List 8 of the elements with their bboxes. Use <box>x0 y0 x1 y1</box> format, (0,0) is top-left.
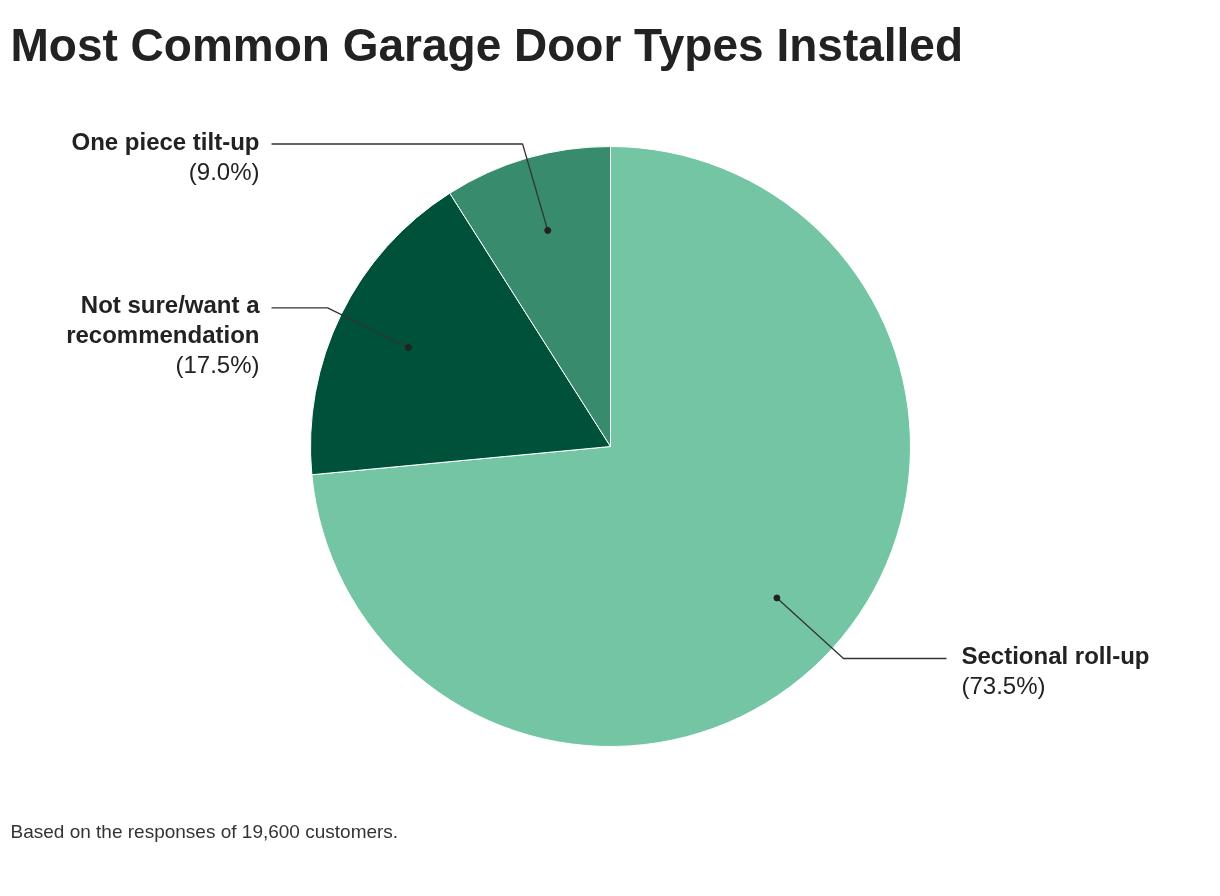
data-label: (17.5%) <box>175 351 260 379</box>
slice-label: Not sure/want a recommendation <box>66 291 261 349</box>
chart-title: Most Common Garage Door Types Installed <box>10 18 964 71</box>
text: Based on the responses of 19,600 customers. <box>10 820 399 842</box>
slice-label: Sectional roll-up <box>961 642 1150 669</box>
data-label: (73.5%) <box>961 672 1046 699</box>
slice-label: One piece tilt-up <box>71 127 260 155</box>
data-label: (9.0%) <box>188 157 260 185</box>
